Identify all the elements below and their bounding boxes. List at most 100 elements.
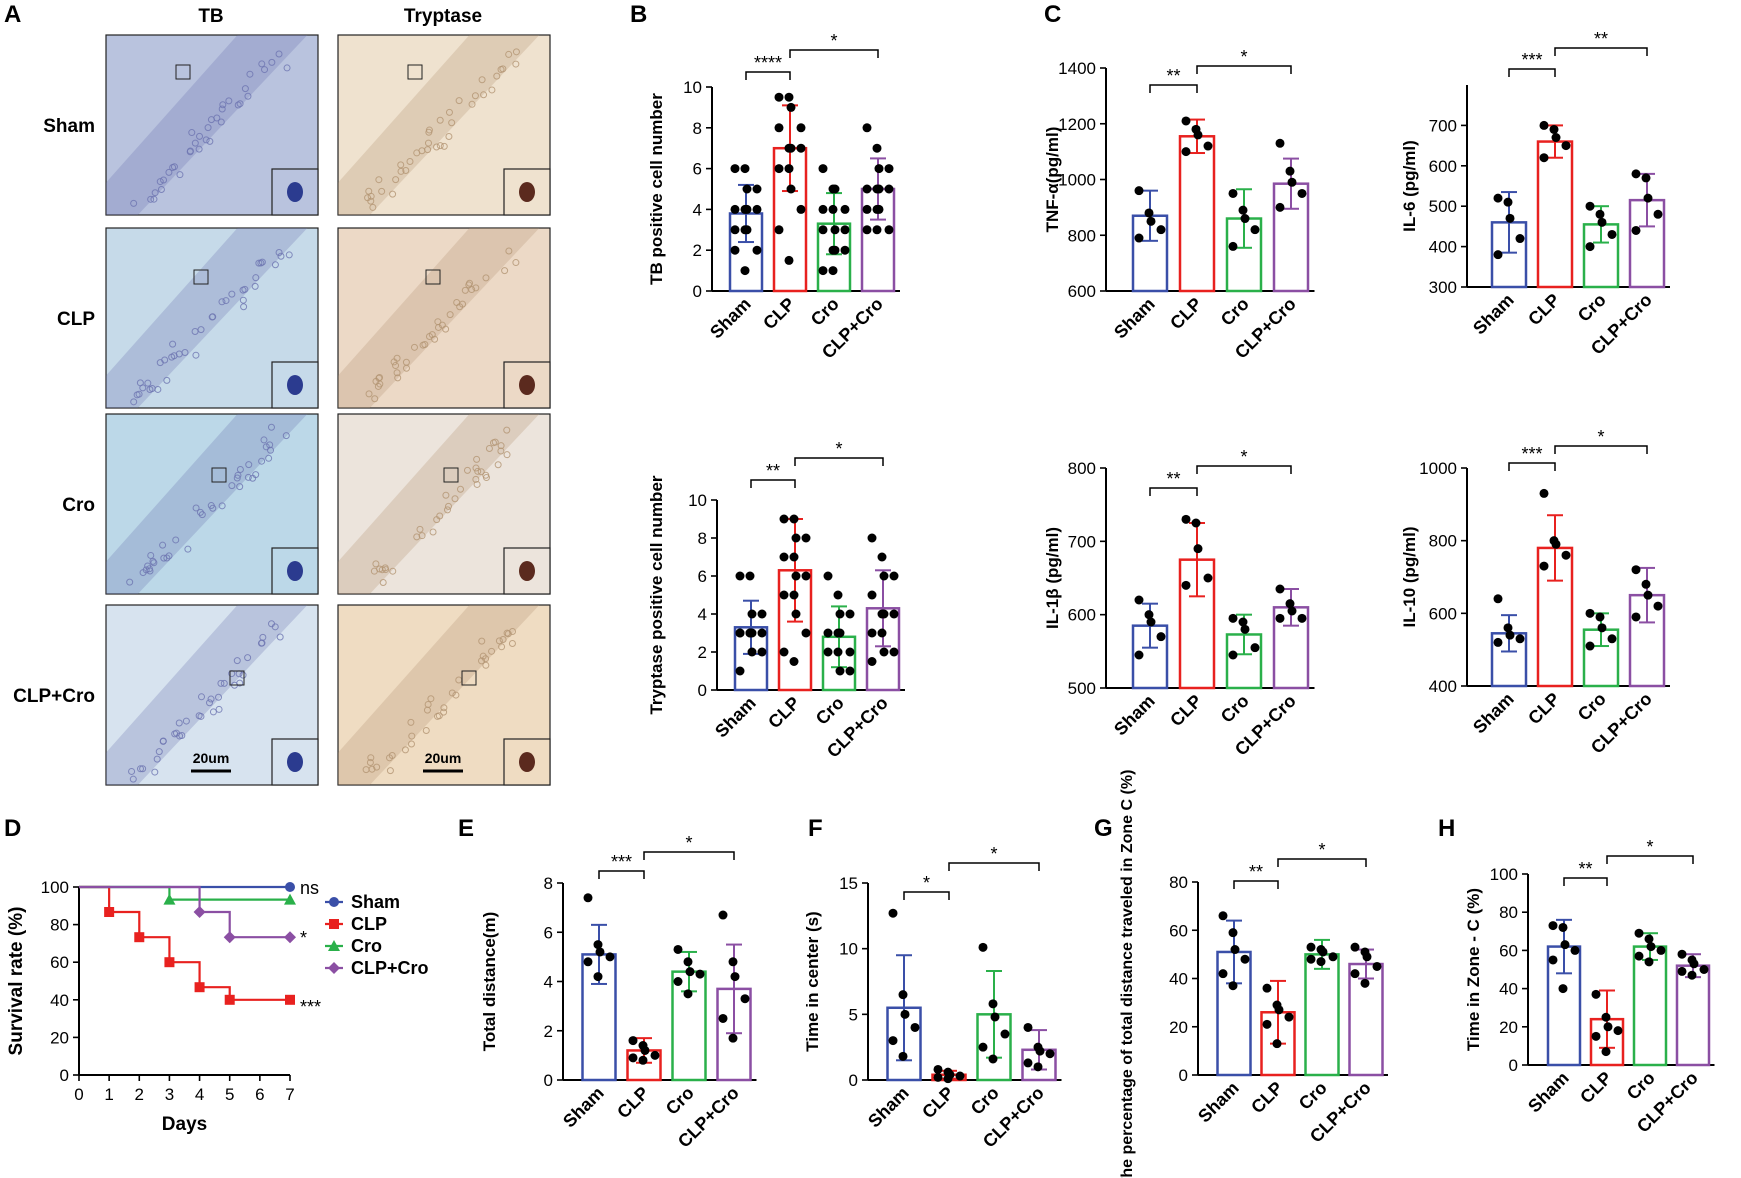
y-tick-label: 800 — [1068, 459, 1096, 478]
panel-letter-c: C — [1044, 1, 1061, 28]
y-tick-label: 40 — [1169, 970, 1188, 989]
data-point — [796, 204, 806, 214]
significance-label: * — [1646, 837, 1653, 857]
y-tick-label: 500 — [1429, 197, 1457, 216]
tissue-cell — [228, 482, 236, 490]
data-point — [593, 972, 603, 982]
data-point — [877, 552, 887, 562]
y-tick-label: 20 — [1169, 1018, 1188, 1037]
tissue-cell — [129, 775, 137, 783]
data-point — [1505, 630, 1515, 640]
series-marker — [104, 907, 115, 918]
tissue-cell — [423, 706, 431, 714]
tissue-cell — [172, 536, 180, 544]
data-point — [1156, 225, 1166, 235]
tissue-cell — [397, 167, 405, 175]
tissue-cell — [433, 143, 441, 151]
tissue-cell — [147, 551, 155, 559]
tissue-cell — [512, 60, 520, 68]
x-tick-label: 6 — [255, 1085, 264, 1104]
tissue-cell — [376, 380, 384, 388]
data-point — [823, 571, 833, 581]
tissue-cell — [150, 559, 158, 567]
data-point — [730, 225, 740, 235]
data-point — [943, 1074, 953, 1084]
data-point — [789, 590, 799, 600]
tissue-cell — [482, 274, 490, 282]
data-point — [718, 910, 728, 920]
data-point — [823, 628, 833, 638]
y-tick-label: 80 — [1499, 903, 1518, 922]
x-tick-label: CLP — [1166, 691, 1206, 731]
tissue-cell — [244, 92, 252, 100]
tissue-cell — [369, 203, 377, 211]
data-point — [757, 609, 767, 619]
data-point — [1045, 1049, 1055, 1059]
x-tick-label: CLP — [1524, 689, 1564, 729]
tissue-cell — [436, 142, 444, 150]
data-point — [1285, 166, 1295, 176]
tissue-cell — [480, 91, 488, 99]
data-point — [1262, 983, 1272, 993]
x-tick-label: Sham — [559, 1083, 608, 1132]
tissue-cell — [491, 438, 499, 446]
chart-h: 0 20 40 60 80 100 Time in Zone - C (%) Sham CLP C… — [1464, 837, 1715, 1137]
tissue-cell — [370, 567, 378, 575]
data-point — [1372, 961, 1382, 971]
data-point — [1601, 1012, 1611, 1022]
micrograph-tryptase-clp — [337, 227, 551, 409]
tissue-cell — [386, 754, 394, 762]
data-point — [1595, 612, 1605, 622]
data-point — [742, 204, 752, 214]
x-tick-label: Sham — [1110, 294, 1159, 343]
x-tick-label: 0 — [74, 1085, 83, 1104]
tissue-cell — [236, 100, 244, 108]
y-tick-label: 600 — [1068, 282, 1096, 301]
tissue-cell — [148, 385, 156, 393]
data-point — [1493, 594, 1503, 604]
significance-label: **** — [754, 53, 782, 73]
data-point — [779, 590, 789, 600]
data-point — [879, 647, 889, 657]
tissue-cell — [128, 767, 136, 775]
chart-g: 0 20 40 60 80 The percentage of total distanc… — [1119, 770, 1388, 1178]
scale-bar-label: 20um — [425, 750, 462, 766]
tissue-cell — [236, 465, 244, 473]
row-label-clp-cro: CLP+Cro — [13, 686, 95, 707]
series-cro — [79, 885, 296, 905]
tissue-cell — [438, 321, 446, 329]
tissue-cell — [151, 189, 159, 197]
x-tick-label: CLP — [1576, 1068, 1616, 1108]
significance-bracket — [1554, 445, 1648, 454]
tissue-cell — [245, 461, 253, 469]
data-point — [730, 245, 740, 255]
tissue-cell — [236, 483, 244, 491]
data-point — [1560, 940, 1570, 950]
data-point — [955, 1071, 965, 1081]
data-point — [638, 1055, 648, 1065]
data-point — [833, 647, 843, 657]
significance-bracket — [1149, 487, 1198, 496]
tissue-cell — [413, 533, 421, 541]
series-marker — [285, 994, 295, 1005]
tissue-cell — [208, 313, 216, 321]
data-point — [1134, 233, 1144, 243]
y-tick-label: 5 — [849, 1005, 858, 1024]
significance-bracket — [643, 851, 735, 860]
tissue-cell — [191, 139, 199, 147]
tissue-cell — [512, 48, 520, 56]
tissue-cell — [485, 445, 493, 453]
tissue-cell — [478, 637, 486, 645]
data-point — [1644, 957, 1654, 967]
col-title-tb: TB — [198, 6, 223, 27]
data-point — [1240, 954, 1250, 964]
y-tick-label: 0 — [693, 282, 702, 301]
data-point — [1362, 952, 1372, 962]
series-marker — [224, 994, 235, 1005]
data-point — [818, 164, 828, 174]
series-marker — [164, 957, 175, 968]
data-point — [833, 590, 843, 600]
x-tick-label: CLP — [1166, 294, 1206, 334]
data-point — [1297, 613, 1307, 623]
y-tick-label: 300 — [1429, 278, 1457, 297]
